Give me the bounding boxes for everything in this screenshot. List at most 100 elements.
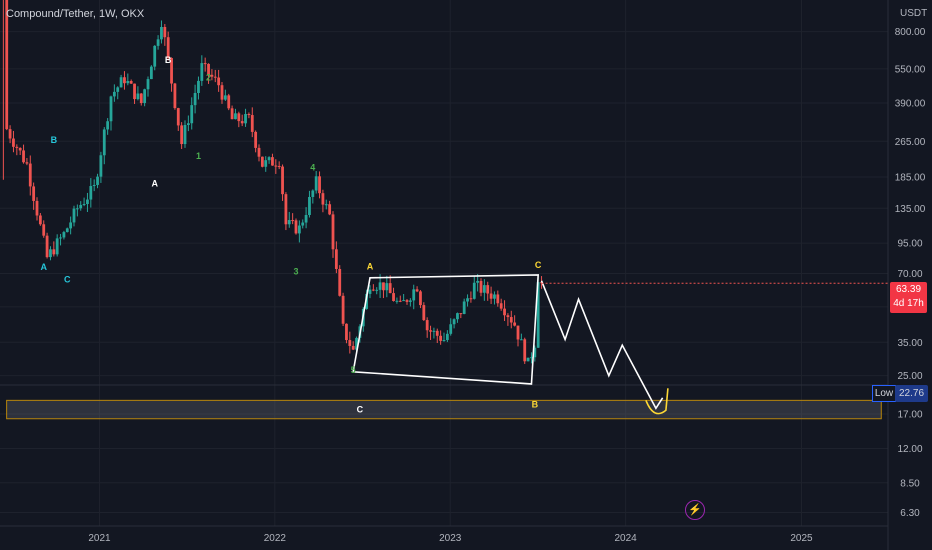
candle-body [126, 81, 130, 84]
candle-body [378, 282, 382, 290]
candle-body [456, 313, 459, 320]
candle-body [200, 63, 204, 81]
candle-body [509, 317, 513, 323]
projection-path [540, 280, 664, 410]
candle-body [328, 204, 332, 215]
candle-body [486, 285, 490, 294]
candle-body [334, 249, 338, 269]
candle-body [311, 190, 315, 197]
wave-label: 4 [310, 162, 315, 172]
y-tick-label: 390.00 [895, 98, 926, 109]
candle-body [82, 204, 86, 206]
candle-body [324, 204, 328, 206]
candle-body [291, 220, 295, 222]
candle-body [75, 208, 79, 210]
candle-body [136, 93, 140, 100]
candle-body [79, 204, 83, 209]
y-tick-label: 265.00 [895, 137, 926, 148]
candle-body [123, 77, 126, 84]
candle-body [271, 157, 274, 166]
y-tick-label: 35.00 [897, 338, 922, 349]
candle-body [368, 289, 372, 294]
wave-label: 1 [196, 151, 201, 161]
candle-body [405, 300, 409, 302]
candle-body [435, 330, 439, 336]
candle-body [180, 125, 184, 145]
candle-body [5, 0, 9, 130]
wave-label: B [532, 399, 539, 409]
price-unit: USDT [900, 8, 928, 19]
candle-body [462, 301, 466, 314]
candle-body [472, 282, 476, 299]
candle-body [274, 165, 278, 167]
candle-body [106, 121, 110, 130]
candle-body [89, 186, 93, 200]
candle-body [479, 280, 483, 293]
candle-body [12, 138, 15, 147]
candle-body [469, 298, 473, 300]
candle-body [217, 77, 221, 86]
candle-body [35, 200, 39, 216]
lightning-icon[interactable]: ⚡ [685, 500, 705, 520]
candle-body [466, 298, 469, 302]
candle-body [533, 347, 537, 358]
candle-body [385, 283, 389, 291]
candle-body [8, 129, 12, 139]
candle-body [513, 322, 517, 326]
candle-body [395, 300, 399, 302]
candle-body [156, 39, 160, 46]
y-tick-label: 25.00 [897, 371, 922, 382]
y-tick-label: 135.00 [895, 204, 926, 215]
candle-body [459, 313, 463, 315]
candle-body [429, 330, 432, 332]
candle-body [28, 163, 32, 187]
candle-body [234, 113, 237, 120]
candle-body [321, 193, 325, 205]
candle-body [207, 63, 210, 75]
candle-body [351, 345, 355, 350]
candle-body [284, 194, 288, 225]
candle-body [247, 114, 251, 116]
candle-body [166, 37, 170, 59]
candle-body [102, 129, 106, 156]
candle-body [146, 79, 150, 90]
candle-body [432, 330, 436, 332]
wave-label: 5 [351, 365, 356, 375]
candle-body [281, 166, 284, 195]
candle-body [506, 315, 510, 318]
candle-body [42, 224, 46, 236]
candle-body [65, 228, 69, 233]
candle-body [493, 294, 496, 299]
candle-body [489, 293, 493, 299]
low-label: Low [872, 385, 896, 402]
candle-body [183, 125, 187, 145]
candle-body [149, 66, 153, 80]
x-tick-label: 2024 [615, 533, 638, 544]
candle-body [197, 80, 200, 93]
chart-title: Compound/Tether, 1W, OKX [6, 8, 145, 20]
wave-label: A [367, 261, 374, 271]
candle-body [173, 83, 177, 109]
candle-body [210, 74, 214, 77]
candle-body [116, 87, 120, 92]
candle-body [345, 323, 348, 341]
wave-label: 2 [206, 72, 211, 82]
candle-body [22, 150, 25, 163]
candle-body [223, 95, 227, 100]
y-tick-label: 550.00 [895, 64, 926, 75]
candle-body [452, 319, 456, 325]
candle-body [304, 215, 308, 223]
wave-label: 3 [293, 267, 298, 277]
candle-body [415, 289, 419, 292]
candle-body [402, 300, 406, 302]
wave-label: A [40, 262, 47, 272]
wave-label: A [151, 178, 158, 188]
candle-body [526, 357, 530, 362]
triangle-pattern [352, 274, 540, 385]
candle-body [439, 335, 443, 341]
candle-body [227, 95, 231, 109]
candle-body [109, 96, 113, 122]
y-tick-label: 95.00 [897, 239, 922, 250]
candle-body [503, 308, 506, 316]
